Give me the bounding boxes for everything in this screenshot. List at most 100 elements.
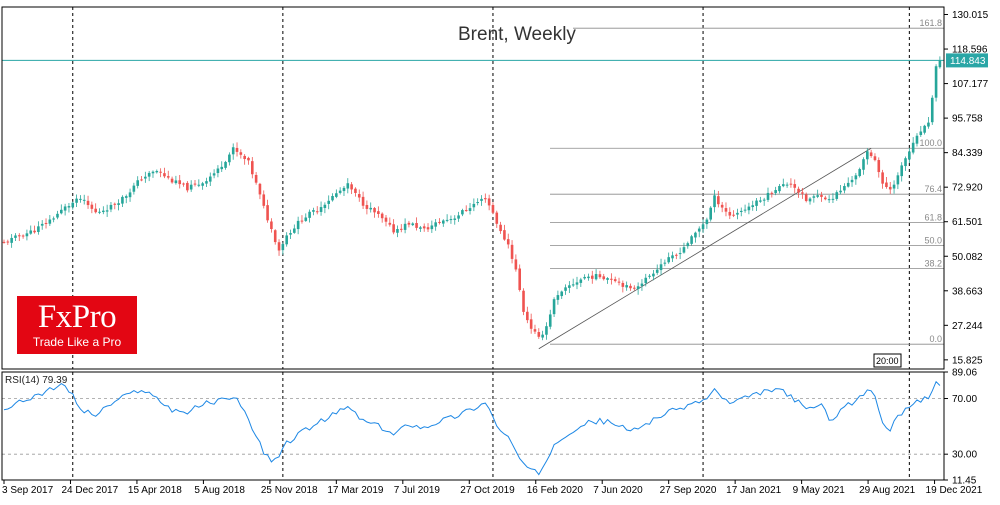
- fxpro-logo: FxPro Trade Like a Pro: [17, 296, 137, 354]
- candle-body: [94, 208, 97, 213]
- fib-level-label: 38.2: [924, 259, 942, 269]
- candle-body: [254, 174, 258, 183]
- candle-body: [751, 205, 755, 208]
- candle-body: [770, 192, 774, 194]
- candle-body: [403, 223, 407, 230]
- price-tick-label: 84.339: [952, 148, 983, 159]
- candle-body: [44, 222, 48, 224]
- candle-body: [923, 125, 926, 133]
- candle-body: [930, 97, 934, 123]
- candle-body: [655, 269, 659, 273]
- candle-body: [690, 236, 693, 244]
- candle-body: [445, 219, 449, 221]
- candle-body: [392, 224, 395, 233]
- candle-body: [132, 185, 136, 192]
- candle-body: [266, 205, 269, 221]
- candle-body: [346, 183, 350, 189]
- candle-body: [846, 182, 850, 187]
- candle-body: [499, 224, 502, 232]
- candle-body: [514, 259, 518, 270]
- candle-body: [231, 147, 235, 155]
- candle-body: [709, 207, 712, 220]
- candle-body: [908, 151, 911, 160]
- fib-level-label: 161.8: [919, 18, 942, 28]
- current-price-label: 114.843: [950, 56, 986, 67]
- candle-body: [594, 274, 598, 280]
- x-tick-label: 17 Jan 2021: [726, 485, 781, 496]
- candle-body: [885, 182, 888, 188]
- candle-body: [235, 147, 239, 152]
- candle-body: [357, 194, 361, 198]
- candle-body: [560, 291, 564, 297]
- candle-body: [426, 227, 430, 230]
- candle-body: [705, 219, 709, 225]
- candle-body: [503, 230, 506, 240]
- candle-body: [571, 284, 575, 286]
- candle-body: [766, 192, 770, 200]
- candle-body: [37, 226, 40, 232]
- candle-body: [396, 229, 399, 233]
- candle-body: [480, 198, 483, 201]
- candle-body: [610, 278, 613, 280]
- candles-group: [2, 56, 942, 341]
- candle-body: [701, 224, 705, 230]
- candle-body: [224, 161, 227, 168]
- price-tick-label: 61.501: [952, 217, 983, 228]
- candle-body: [606, 278, 609, 280]
- candle-body: [858, 169, 861, 177]
- candle-body: [541, 334, 544, 338]
- candle-body: [575, 282, 579, 285]
- candle-body: [785, 184, 789, 186]
- candle-body: [277, 242, 281, 251]
- candle-body: [881, 172, 884, 184]
- candle-body: [40, 223, 44, 226]
- candle-body: [869, 152, 873, 157]
- candle-body: [174, 180, 178, 184]
- candle-body: [728, 211, 732, 216]
- chart-title: Brent, Weekly: [458, 24, 576, 45]
- candle-body: [380, 213, 384, 219]
- candle-body: [552, 299, 556, 315]
- candle-body: [927, 122, 930, 127]
- fib-level-label: 100.0: [919, 138, 942, 148]
- candle-body: [258, 183, 262, 195]
- candle-body: [109, 204, 113, 210]
- candle-body: [243, 155, 246, 160]
- candle-body: [911, 142, 915, 153]
- candle-body: [10, 237, 13, 243]
- candle-body: [315, 211, 319, 213]
- candle-body: [862, 159, 865, 170]
- candle-body: [60, 209, 63, 214]
- candle-body: [915, 135, 919, 144]
- candle-body: [365, 205, 369, 209]
- candle-body: [537, 332, 541, 337]
- candle-body: [304, 217, 308, 221]
- candle-body: [686, 243, 690, 247]
- candle-body: [399, 228, 403, 230]
- candle-body: [671, 255, 674, 259]
- x-tick-label: 24 Dec 2017: [61, 485, 118, 496]
- candle-body: [86, 200, 90, 206]
- rsi-panel-frame: [1, 371, 945, 481]
- candle-body: [808, 198, 812, 202]
- candle-body: [732, 214, 735, 216]
- x-tick-label: 25 Nov 2018: [261, 485, 318, 496]
- x-tick-label: 3 Sep 2017: [2, 485, 54, 496]
- candle-body: [121, 196, 124, 204]
- time-marker-label: 20:00: [876, 356, 899, 366]
- logo-wordmark: FxPro: [37, 299, 117, 335]
- candle-body: [598, 274, 602, 278]
- candle-body: [759, 200, 762, 202]
- candle-body: [476, 202, 479, 204]
- candle-body: [938, 60, 942, 68]
- candle-body: [472, 203, 476, 208]
- candle-body: [468, 208, 472, 211]
- candle-body: [434, 222, 437, 227]
- candle-body: [293, 228, 296, 233]
- price-tick-label: 95.758: [952, 114, 983, 125]
- candle-body: [281, 244, 285, 251]
- candle-body: [105, 210, 109, 212]
- candle-body: [747, 206, 751, 211]
- price-tick-label: 130.015: [952, 10, 989, 21]
- candle-body: [354, 188, 357, 193]
